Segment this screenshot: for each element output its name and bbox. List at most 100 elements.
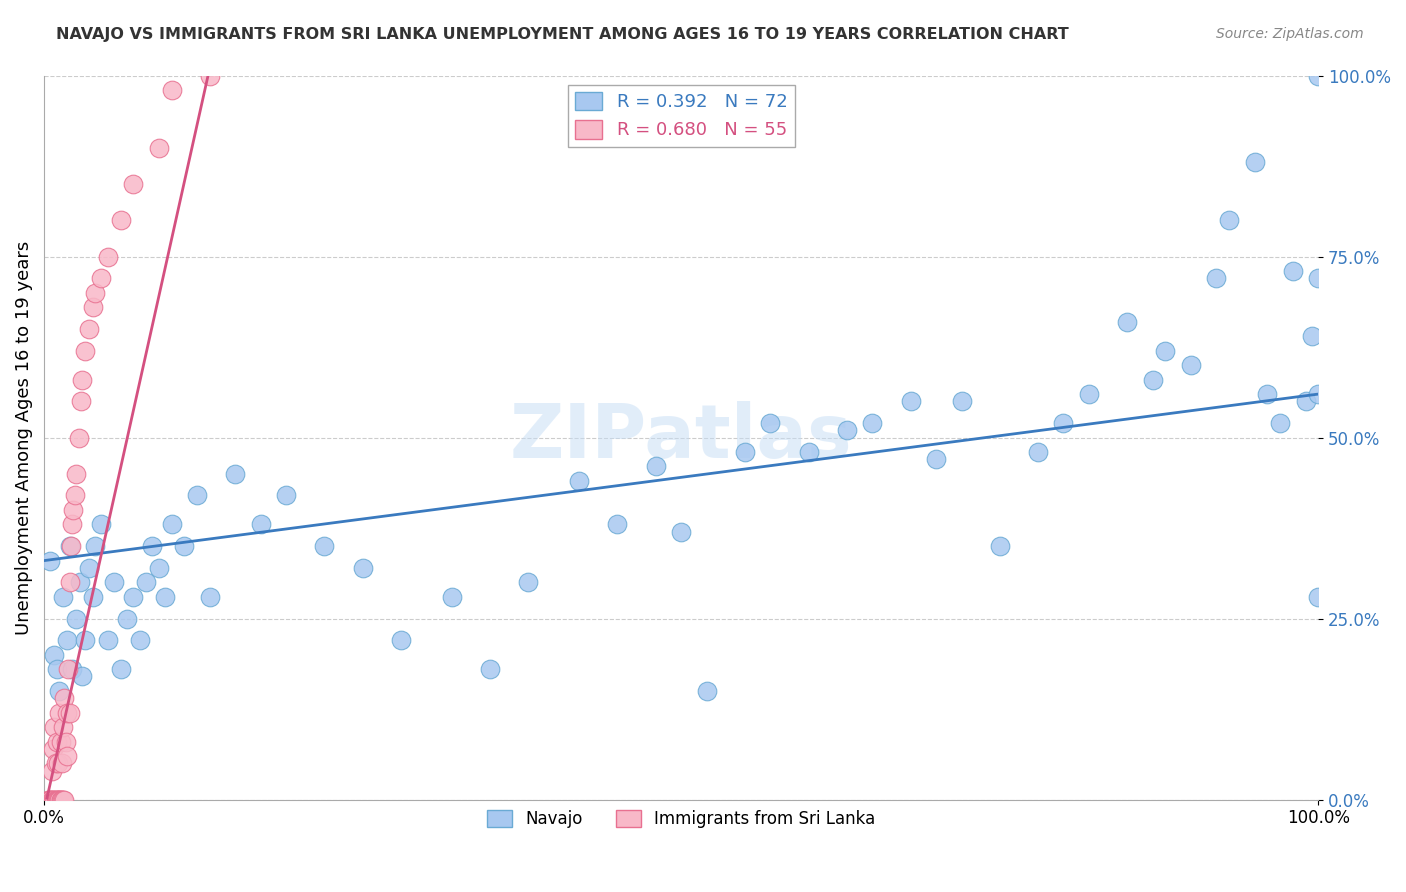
Point bbox=[276, 488, 298, 502]
Point bbox=[644, 459, 666, 474]
Point bbox=[97, 633, 120, 648]
Point bbox=[58, 575, 80, 590]
Point bbox=[56, 706, 79, 720]
Point bbox=[1052, 416, 1074, 430]
Point bbox=[1116, 315, 1139, 329]
Point bbox=[1256, 387, 1278, 401]
Point bbox=[696, 684, 718, 698]
Point bbox=[90, 517, 112, 532]
Point bbox=[606, 517, 628, 532]
Point bbox=[73, 343, 96, 358]
Point bbox=[42, 792, 65, 806]
Point bbox=[39, 792, 62, 806]
Point bbox=[84, 539, 107, 553]
Point bbox=[1142, 373, 1164, 387]
Point bbox=[249, 517, 271, 532]
Point bbox=[48, 684, 70, 698]
Point bbox=[122, 177, 145, 191]
Point bbox=[63, 488, 86, 502]
Point bbox=[314, 539, 336, 553]
Point bbox=[45, 756, 67, 771]
Point bbox=[135, 575, 157, 590]
Point bbox=[90, 271, 112, 285]
Point bbox=[45, 792, 67, 806]
Point bbox=[46, 792, 69, 806]
Point bbox=[797, 445, 820, 459]
Point bbox=[1281, 264, 1303, 278]
Point bbox=[48, 706, 70, 720]
Point bbox=[1243, 155, 1265, 169]
Point bbox=[900, 394, 922, 409]
Point bbox=[198, 590, 221, 604]
Point bbox=[103, 575, 125, 590]
Point bbox=[45, 792, 67, 806]
Point bbox=[52, 792, 75, 806]
Point bbox=[49, 792, 72, 806]
Point bbox=[44, 648, 66, 662]
Point bbox=[97, 250, 120, 264]
Point bbox=[48, 792, 70, 806]
Point bbox=[925, 452, 948, 467]
Point bbox=[45, 662, 67, 676]
Point bbox=[77, 322, 100, 336]
Point bbox=[42, 792, 65, 806]
Point bbox=[51, 792, 73, 806]
Point bbox=[389, 633, 412, 648]
Point bbox=[1268, 416, 1291, 430]
Point bbox=[65, 611, 87, 625]
Point bbox=[141, 539, 163, 553]
Point bbox=[72, 373, 94, 387]
Point bbox=[1301, 329, 1323, 343]
Point bbox=[1308, 271, 1330, 285]
Point bbox=[148, 561, 170, 575]
Point bbox=[1295, 394, 1317, 409]
Point bbox=[58, 539, 80, 553]
Point bbox=[1308, 387, 1330, 401]
Point bbox=[1205, 271, 1227, 285]
Point bbox=[37, 792, 59, 806]
Point bbox=[1026, 445, 1049, 459]
Point bbox=[160, 517, 183, 532]
Point bbox=[110, 213, 132, 227]
Point bbox=[1180, 358, 1202, 372]
Point bbox=[48, 792, 70, 806]
Point bbox=[58, 706, 80, 720]
Point bbox=[734, 445, 756, 459]
Point bbox=[38, 792, 60, 806]
Point bbox=[53, 691, 76, 706]
Point bbox=[39, 792, 62, 806]
Point bbox=[62, 503, 84, 517]
Point bbox=[160, 83, 183, 97]
Point bbox=[84, 285, 107, 300]
Point bbox=[41, 764, 63, 778]
Point bbox=[1308, 69, 1330, 83]
Point bbox=[186, 488, 208, 502]
Point bbox=[52, 590, 75, 604]
Point bbox=[669, 524, 692, 539]
Point bbox=[110, 662, 132, 676]
Point bbox=[42, 742, 65, 756]
Point bbox=[173, 539, 195, 553]
Point bbox=[352, 561, 374, 575]
Point bbox=[45, 792, 67, 806]
Point bbox=[153, 590, 176, 604]
Point bbox=[49, 734, 72, 748]
Point bbox=[950, 394, 973, 409]
Point bbox=[988, 539, 1011, 553]
Point bbox=[51, 756, 73, 771]
Point bbox=[224, 467, 246, 481]
Point bbox=[44, 720, 66, 734]
Point bbox=[65, 467, 87, 481]
Point bbox=[198, 69, 221, 83]
Point bbox=[67, 430, 90, 444]
Point bbox=[77, 561, 100, 575]
Text: NAVAJO VS IMMIGRANTS FROM SRI LANKA UNEMPLOYMENT AMONG AGES 16 TO 19 YEARS CORRE: NAVAJO VS IMMIGRANTS FROM SRI LANKA UNEM… bbox=[56, 27, 1069, 42]
Point bbox=[73, 633, 96, 648]
Point bbox=[53, 792, 76, 806]
Point bbox=[46, 756, 69, 771]
Text: Source: ZipAtlas.com: Source: ZipAtlas.com bbox=[1216, 27, 1364, 41]
Point bbox=[72, 669, 94, 683]
Point bbox=[70, 394, 93, 409]
Point bbox=[55, 734, 77, 748]
Point bbox=[58, 662, 80, 676]
